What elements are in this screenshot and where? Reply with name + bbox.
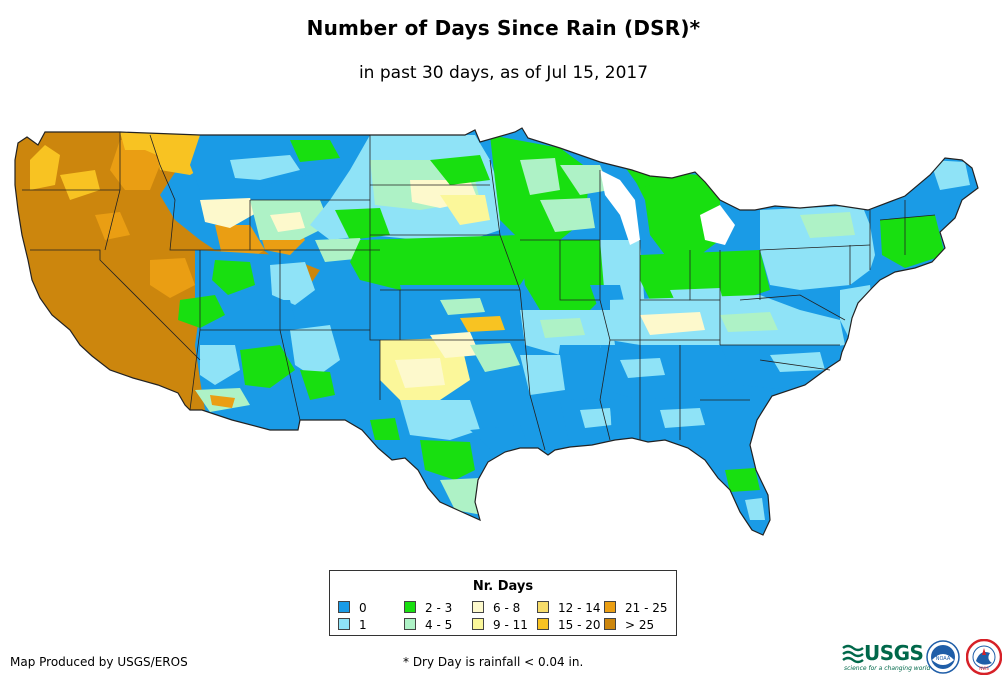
legend-label-9: > 25 <box>625 618 655 632</box>
legend-item-3: 4 - 5 <box>404 618 452 632</box>
legend-item-6: 12 - 14 <box>537 601 601 615</box>
us-outline <box>14 127 979 536</box>
legend-item-7: 15 - 20 <box>537 618 601 632</box>
usgs-logo-text: USGS <box>864 641 924 665</box>
legend-item-4: 6 - 8 <box>472 601 520 615</box>
map-credit: Map Produced by USGS/EROS <box>10 655 188 669</box>
legend-label-4: 6 - 8 <box>493 601 521 615</box>
nws-logo-icon: NWS <box>966 639 1002 675</box>
legend-title: Nr. Days <box>472 579 534 594</box>
legend-item-5: 9 - 11 <box>472 618 528 632</box>
legend-label-0: 0 <box>359 601 367 615</box>
legend-swatch-8 <box>604 601 616 613</box>
legend-item-1: 1 <box>338 618 367 632</box>
noaa-logo-text: NOAA <box>936 656 951 662</box>
legend-label-3: 4 - 5 <box>425 618 453 632</box>
legend-label-8: 21 - 25 <box>625 601 668 615</box>
legend-label-5: 9 - 11 <box>493 618 528 632</box>
nws-logo-text: NWS <box>979 666 989 671</box>
noaa-logo-icon: NOAA <box>926 640 960 674</box>
legend-label-2: 2 - 3 <box>425 601 453 615</box>
legend-item-0: 0 <box>338 601 367 615</box>
legend-swatch-4 <box>472 601 484 613</box>
legend-swatch-6 <box>537 601 549 613</box>
usgs-wave-icon <box>842 644 864 664</box>
legend-swatch-3 <box>404 618 416 630</box>
legend-item-2: 2 - 3 <box>404 601 452 615</box>
legend-swatch-5 <box>472 618 484 630</box>
us-dsr-map <box>14 127 979 536</box>
state-boundaries <box>22 132 936 451</box>
legend-swatch-9 <box>604 618 616 630</box>
legend-swatch-0 <box>338 601 350 613</box>
legend-swatch-2 <box>404 601 416 613</box>
agency-logos: USGS science for a changing world NOAA N… <box>842 638 1004 678</box>
map-subtitle: in past 30 days, as of Jul 15, 2017 <box>358 63 649 83</box>
legend-label-6: 12 - 14 <box>558 601 601 615</box>
legend: Nr. Days 0 1 2 - 3 4 - 5 6 - 8 9 - 11 12… <box>329 570 677 636</box>
legend-label-1: 1 <box>359 618 367 632</box>
legend-swatch-1 <box>338 618 350 630</box>
usgs-tagline: science for a changing world <box>844 665 931 672</box>
legend-swatch-7 <box>537 618 549 630</box>
legend-label-7: 15 - 20 <box>558 618 601 632</box>
map-title: Number of Days Since Rain (DSR)* <box>306 16 701 40</box>
legend-item-9: > 25 <box>604 618 654 632</box>
dry-day-footnote: * Dry Day is rainfall < 0.04 in. <box>403 655 584 669</box>
legend-item-8: 21 - 25 <box>604 601 668 615</box>
